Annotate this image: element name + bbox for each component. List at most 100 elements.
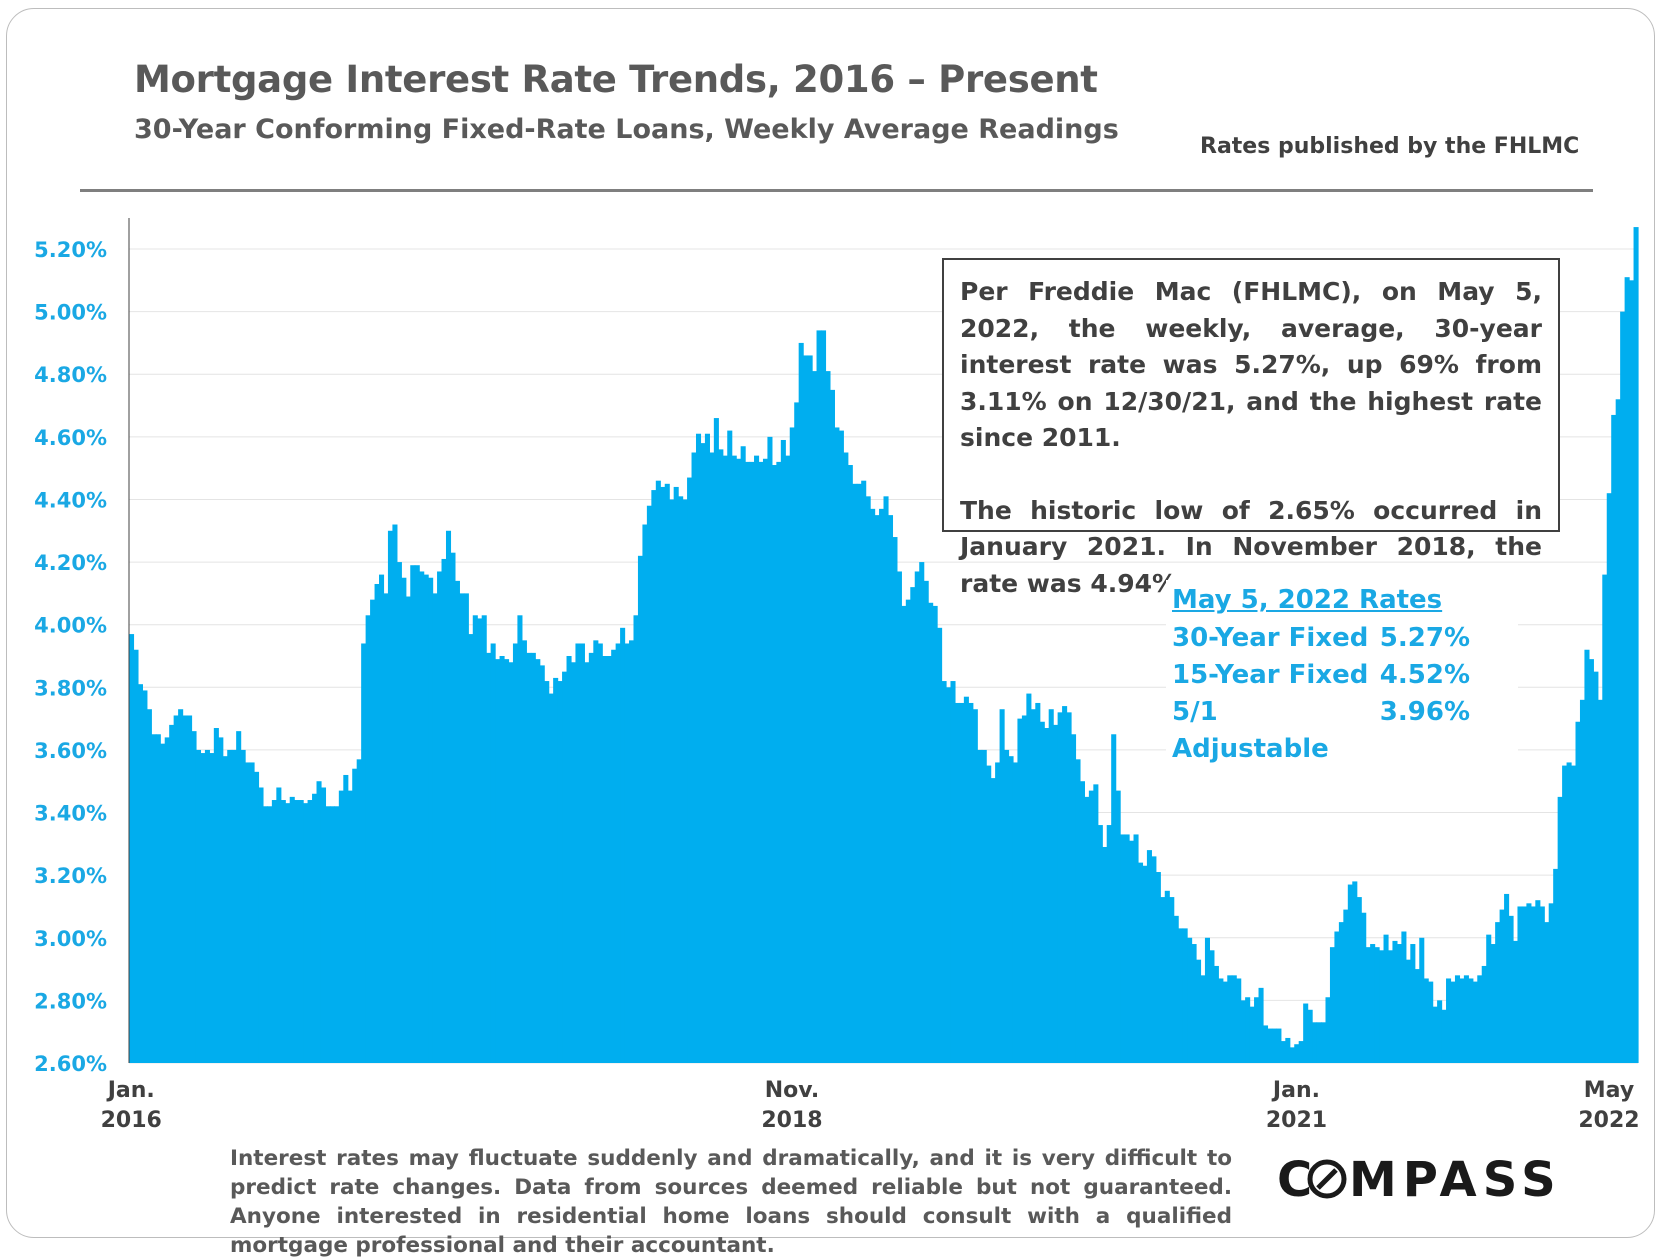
- rate-bar: [535, 659, 541, 1063]
- rate-bar: [1392, 940, 1398, 1063]
- rate-bar: [468, 634, 474, 1063]
- rate-bar: [1486, 934, 1492, 1063]
- rate-bar: [271, 800, 277, 1063]
- rate-bar: [338, 790, 344, 1063]
- annotation-box: Per Freddie Mac (FHLMC), on May 5, 2022,…: [942, 258, 1560, 598]
- x-tick-label: Nov.: [765, 1078, 819, 1103]
- y-tick-label: 4.20%: [34, 551, 107, 575]
- rate-bar: [187, 715, 193, 1063]
- x-tick-label: Jan.: [106, 1078, 155, 1103]
- rate-bar: [370, 599, 376, 1063]
- rate-bar: [1124, 834, 1130, 1063]
- rate-bar: [410, 565, 416, 1063]
- rate-bar: [584, 662, 590, 1063]
- rate-bar: [133, 649, 139, 1063]
- rate-bar: [423, 574, 429, 1063]
- rate-bar: [347, 790, 353, 1063]
- rate-bar: [1204, 937, 1210, 1063]
- rate-bar: [655, 480, 661, 1063]
- rate-bar: [1115, 790, 1121, 1063]
- rate-bar: [718, 449, 724, 1063]
- rate-bar: [553, 677, 559, 1063]
- rate-bar: [1303, 1003, 1309, 1063]
- rate-bar: [762, 458, 769, 1063]
- rate-bar: [892, 537, 898, 1063]
- rate-bar: [356, 759, 362, 1063]
- rate-bar: [1347, 884, 1353, 1063]
- rate-bar: [530, 652, 536, 1063]
- rate-bar: [937, 627, 943, 1063]
- rate-bar: [1321, 1022, 1327, 1063]
- rate-bar: [249, 762, 255, 1063]
- rate-bar: [780, 439, 786, 1064]
- rate-bar: [1365, 947, 1371, 1063]
- rate-bar: [1222, 981, 1228, 1063]
- rate-bar: [195, 749, 202, 1063]
- rate-bar: [803, 355, 809, 1063]
- rate-bar: [1419, 937, 1425, 1063]
- rate-bar: [611, 649, 617, 1063]
- rate-bar: [129, 634, 135, 1063]
- rate-bar: [1285, 1037, 1291, 1063]
- rate-bar: [316, 781, 322, 1063]
- rate-bar: [852, 483, 858, 1063]
- rate-bar: [816, 330, 822, 1063]
- rate-bar: [1249, 1006, 1255, 1063]
- rate-bar: [1084, 796, 1090, 1063]
- rate-bar: [651, 490, 657, 1063]
- rate-bar: [700, 443, 706, 1063]
- rate-bar: [722, 455, 728, 1063]
- rate-bar: [1267, 1028, 1273, 1063]
- rate-bar: [401, 577, 407, 1063]
- rate-bar: [1356, 897, 1362, 1063]
- rate-bar: [374, 583, 380, 1063]
- rate-bar: [870, 508, 876, 1064]
- rate-bar: [1629, 280, 1635, 1063]
- y-tick-label: 4.40%: [34, 488, 107, 512]
- rate-bar: [303, 803, 309, 1063]
- rate-bar: [1039, 721, 1045, 1063]
- rate-bar: [146, 709, 152, 1063]
- rate-bar: [606, 656, 612, 1063]
- rate-bar: [861, 480, 867, 1063]
- rate-bar: [883, 496, 889, 1064]
- rate-bar: [999, 709, 1005, 1063]
- chart-subtitle: 30-Year Conforming Fixed-Rate Loans, Wee…: [134, 114, 1119, 145]
- rate-bar: [280, 800, 286, 1063]
- rate-bar: [597, 643, 603, 1063]
- rate-bar: [767, 436, 773, 1064]
- rate-bar: [1044, 728, 1050, 1063]
- rate-bar: [1499, 909, 1505, 1063]
- rate-label: 15-Year Fixed: [1172, 660, 1369, 690]
- rate-bar: [508, 662, 514, 1063]
- rate-bar: [1432, 1006, 1438, 1063]
- rate-bar: [1553, 868, 1559, 1063]
- rate-bar: [914, 571, 920, 1063]
- rate-bar: [472, 615, 478, 1063]
- rate-bar: [1030, 709, 1036, 1063]
- rate-bar: [1446, 978, 1452, 1063]
- rate-bar: [776, 461, 782, 1063]
- rate-bar: [575, 643, 581, 1063]
- annotation-paragraph-2: The historic low of 2.65% occurred in Ja…: [960, 495, 1542, 598]
- rate-bar: [588, 652, 594, 1063]
- rate-bar: [825, 371, 831, 1064]
- rate-bar: [1271, 1028, 1277, 1063]
- rate-bar: [160, 743, 166, 1063]
- rate-bar: [1575, 721, 1581, 1063]
- rate-bar: [789, 427, 795, 1063]
- rate-label: 30-Year Fixed: [1172, 623, 1369, 653]
- rate-bar: [298, 800, 304, 1063]
- source-note: Rates published by the FHLMC: [1200, 134, 1580, 159]
- rate-bar: [490, 643, 496, 1063]
- rate-bar: [267, 806, 273, 1063]
- rate-bar: [1566, 762, 1572, 1063]
- rate-bar: [1343, 909, 1349, 1063]
- rate-bar: [1535, 900, 1541, 1063]
- rate-bar: [1106, 825, 1112, 1063]
- rate-bar: [437, 571, 443, 1063]
- rate-bar: [1597, 699, 1603, 1063]
- rate-bar: [687, 477, 693, 1063]
- rate-bar: [812, 371, 818, 1064]
- rate-bar: [1544, 922, 1550, 1063]
